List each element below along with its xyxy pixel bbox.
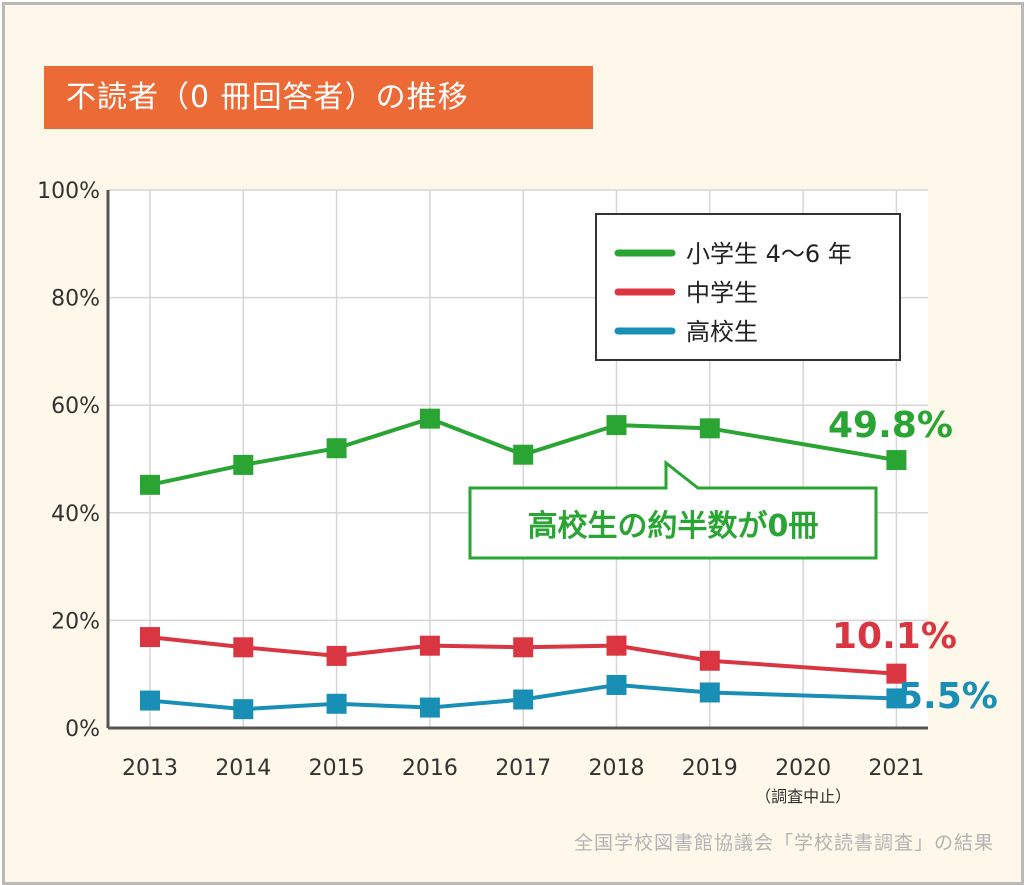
data-point-marker	[513, 444, 534, 465]
y-tick-label: 0%	[65, 717, 100, 742]
data-point-marker	[140, 474, 160, 495]
data-point-marker	[419, 635, 440, 656]
x-tick-label: 2013	[122, 756, 178, 781]
data-point-marker	[606, 635, 627, 656]
data-point-marker	[606, 415, 627, 436]
y-tick-label: 80%	[51, 287, 100, 312]
data-point-marker	[606, 674, 627, 695]
data-point-marker	[513, 689, 534, 710]
data-point-marker	[233, 637, 254, 658]
data-point-marker	[699, 650, 720, 671]
x-tick-label: 2021	[868, 756, 924, 781]
data-point-marker	[886, 663, 907, 684]
data-point-marker	[326, 693, 347, 714]
chart-title: 不読者（0 冊回答者）の推移	[44, 66, 593, 129]
series-line-0	[149, 416, 897, 487]
data-point-marker	[326, 438, 347, 459]
callout-box	[468, 459, 878, 560]
data-point-marker	[699, 418, 720, 439]
legend-label: 中学生	[686, 279, 758, 307]
source-note: 全国学校図書館協議会「学校読書調査」の結果	[573, 832, 994, 854]
x-tick-label: 2016	[402, 756, 458, 781]
data-point-marker	[886, 450, 907, 471]
data-point-marker	[233, 454, 254, 475]
data-point-marker	[513, 637, 534, 658]
data-point-marker	[886, 688, 907, 709]
end-label: 5.5%	[898, 676, 998, 717]
legend-label: 高校生	[686, 318, 758, 346]
data-point-marker	[140, 690, 160, 711]
series-lines	[149, 416, 897, 712]
y-tick-label: 60%	[51, 394, 100, 419]
x-tick-label: 2017	[495, 756, 551, 781]
end-label: 10.1%	[832, 616, 957, 657]
x-tick-label: 2018	[589, 756, 645, 781]
data-point-marker	[326, 645, 347, 666]
callout-text: 高校生の約半数が0冊	[528, 509, 819, 544]
series-line-1	[149, 635, 897, 676]
data-point-marker	[419, 408, 440, 429]
end-label: 49.8%	[828, 405, 953, 446]
y-tick-label: 100%	[37, 179, 100, 204]
x-axis-ticks: 2013 2014 2015 2016 2017 2018 2019 2020 （調査中止） 20…	[122, 756, 924, 806]
series-markers	[140, 408, 907, 720]
legend-label: 小学生 4〜6 年	[686, 240, 852, 268]
series-line-2	[149, 682, 897, 712]
x-tick-label: 2020	[775, 756, 831, 781]
x-tick-sublabel: （調査中止）	[755, 787, 851, 806]
data-point-marker	[233, 699, 254, 720]
y-tick-label: 20%	[51, 609, 100, 634]
x-tick-label: 2019	[682, 756, 738, 781]
x-tick-label: 2014	[215, 756, 271, 781]
y-axis-ticks: 0% 20% 40% 60% 80% 100%	[37, 179, 100, 742]
callout: 高校生の約半数が0冊	[468, 459, 878, 560]
x-tick-label: 2015	[309, 756, 365, 781]
y-tick-label: 40%	[51, 502, 100, 527]
data-point-marker	[140, 627, 160, 648]
data-point-marker	[419, 697, 440, 718]
legend-box	[595, 213, 901, 361]
end-labels: 49.8% 10.1% 5.5%	[828, 405, 998, 717]
data-point-marker	[699, 682, 720, 703]
